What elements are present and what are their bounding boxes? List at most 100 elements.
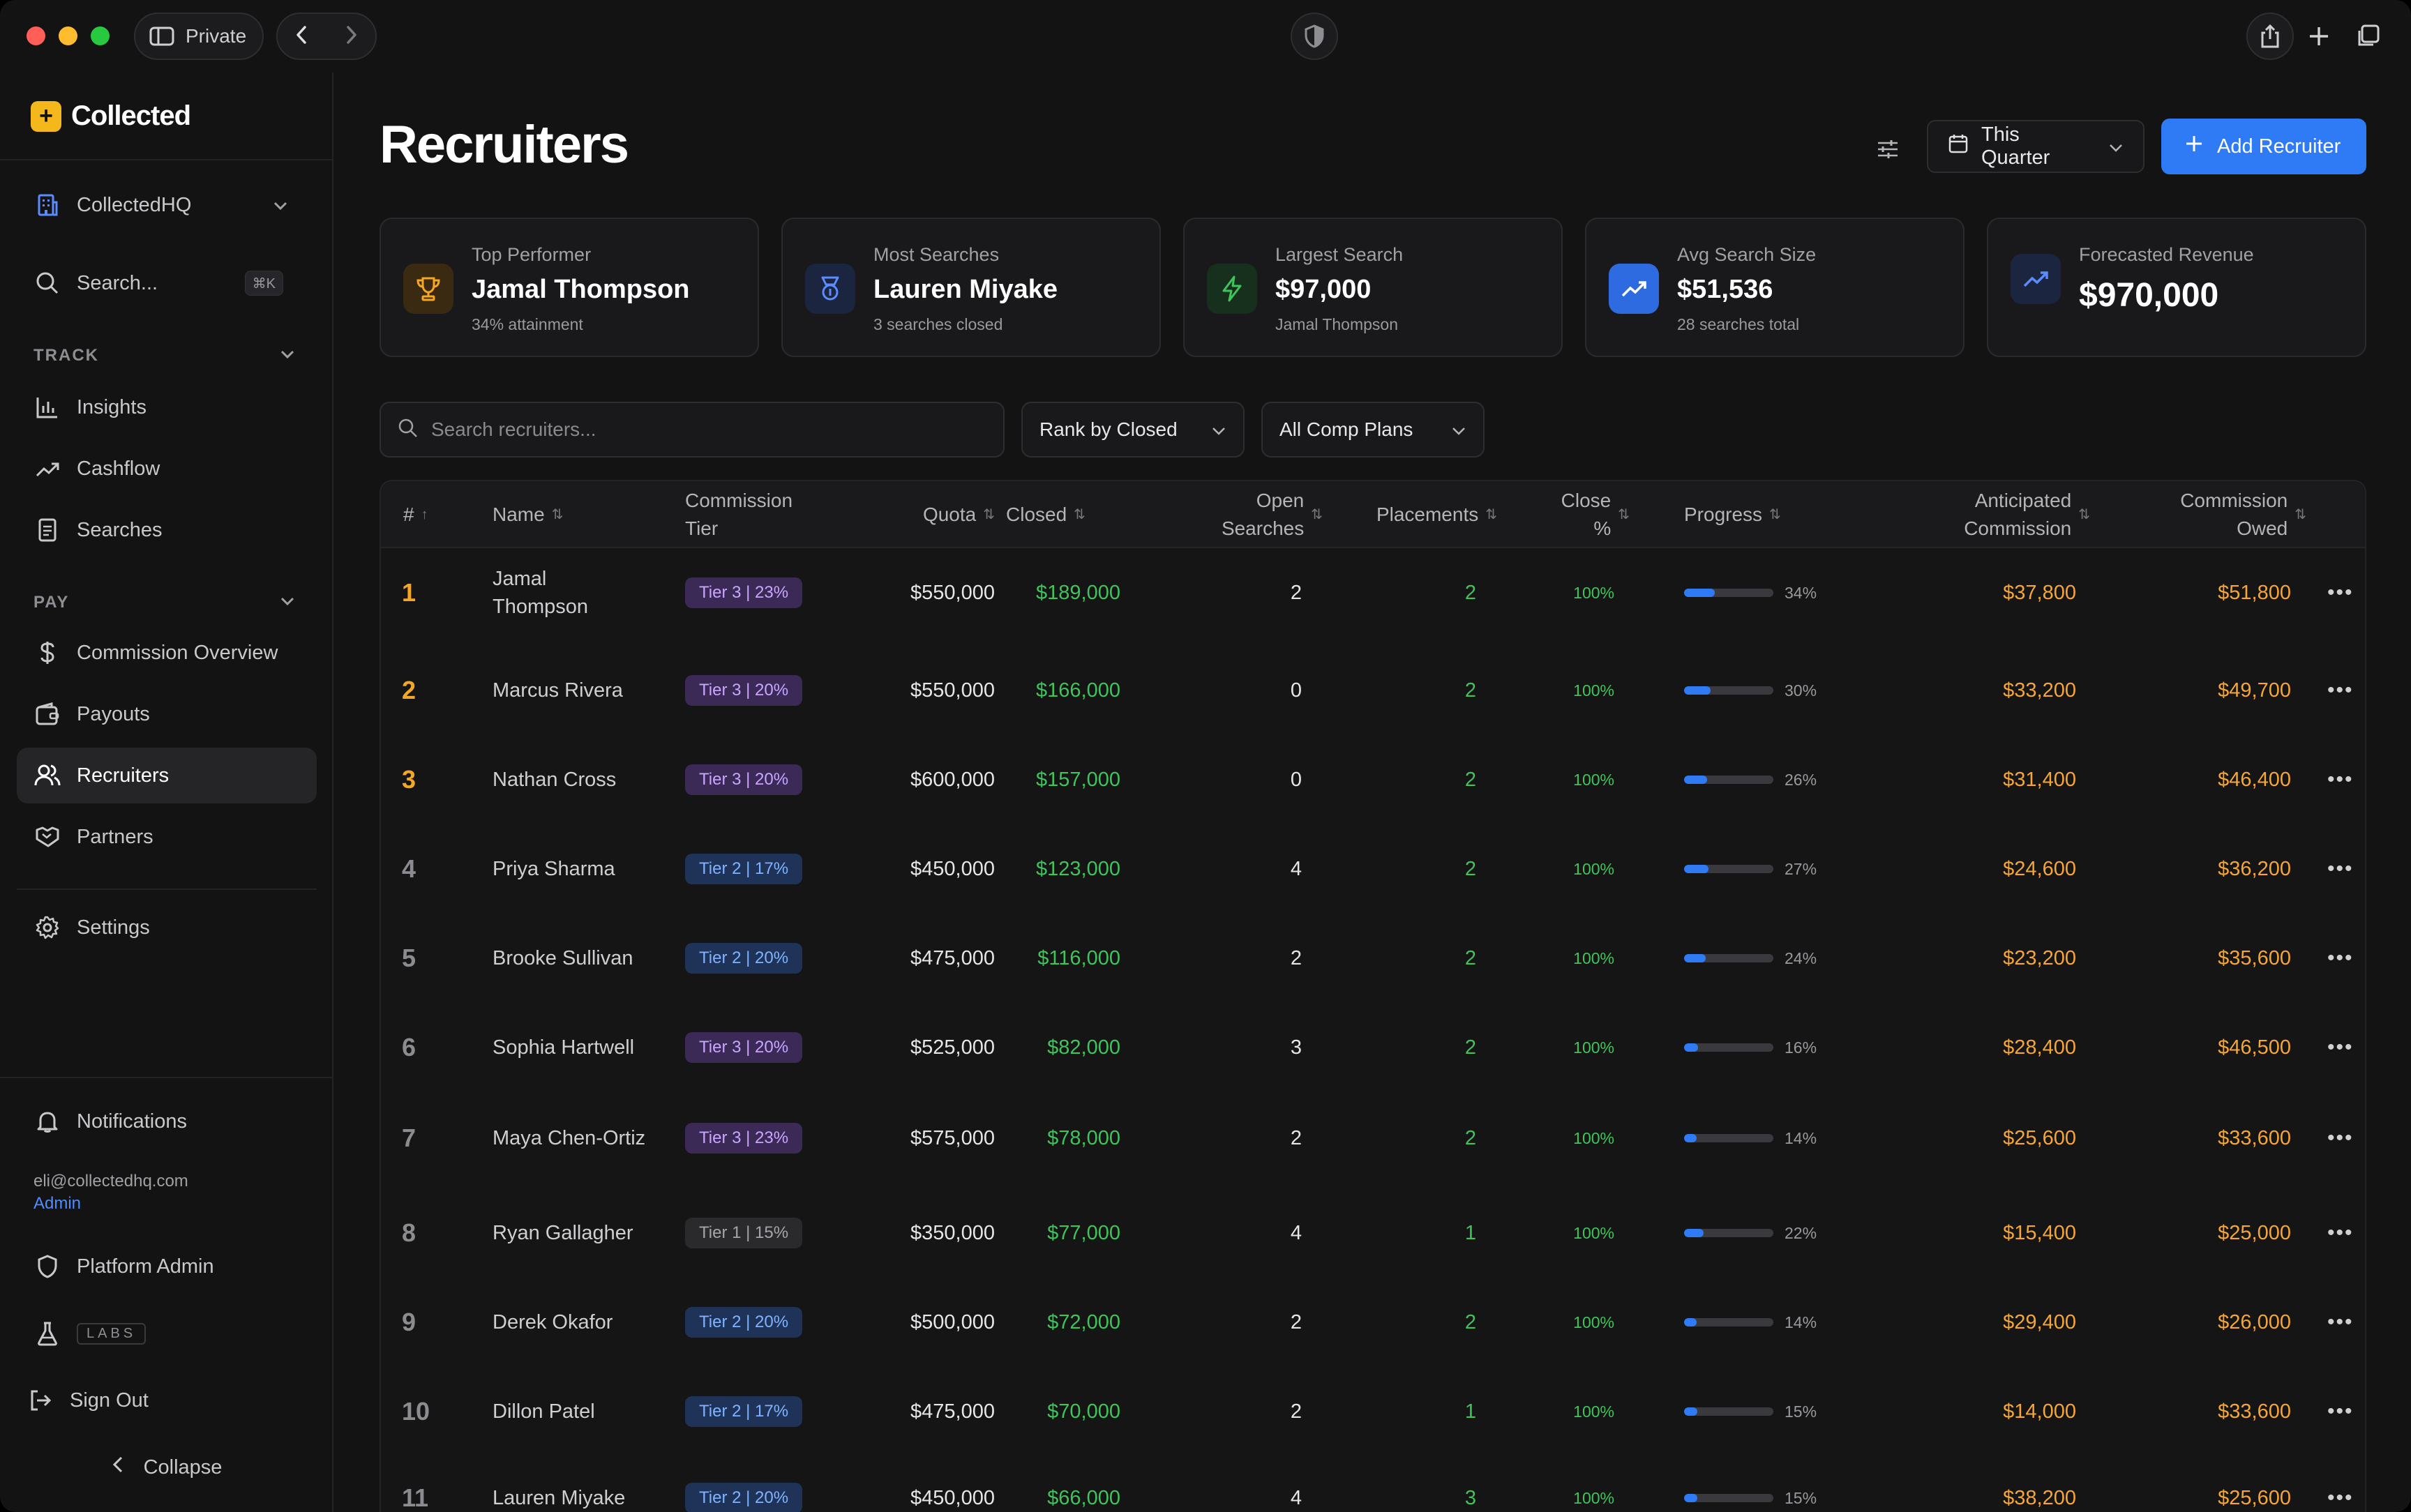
close-window-button[interactable] [27, 27, 45, 45]
sidebar-item-label: Searches [77, 518, 163, 541]
calendar-icon [1948, 133, 1969, 160]
filter-settings-icon[interactable] [1867, 128, 1909, 170]
sidebar-item-recruiters[interactable]: Recruiters [17, 748, 317, 803]
more-actions-icon[interactable]: ••• [2327, 1310, 2354, 1333]
progress-label: 22% [1785, 1224, 1817, 1242]
col-open-searches[interactable]: Open Searches ⇅ [1221, 490, 1323, 539]
col-progress[interactable]: Progress ⇅ [1684, 481, 1781, 548]
name-cell[interactable]: Sophia Hartwell [493, 1036, 635, 1059]
brand-logo[interactable]: + Collected [31, 100, 191, 132]
table-row[interactable]: 1 Jamal Thompson Tier 3 | 23% $550,000 $189,… [381, 548, 2365, 637]
more-actions-icon[interactable]: ••• [2327, 1400, 2354, 1423]
period-select[interactable]: This Quarter [1927, 120, 2145, 173]
sidebar-item-settings[interactable]: Settings [17, 900, 317, 955]
col-quota[interactable]: Quota ⇅ [855, 481, 995, 548]
table-row[interactable]: 3 Nathan Cross Tier 3 | 20% $600,000 $157,00… [381, 735, 2365, 824]
close-pct-cell: 100% [1573, 1129, 1614, 1147]
chevron-down-icon[interactable] [279, 349, 296, 363]
sort-icon: ⇅ [2294, 507, 2306, 522]
name-cell[interactable]: Marcus Rivera [493, 679, 623, 702]
sidebar-item-insights[interactable]: Insights [17, 379, 317, 435]
stat-card-largest-search[interactable]: Largest Search $97,000 Jamal Thompson [1183, 218, 1563, 357]
trophy-icon [403, 264, 453, 314]
table-row[interactable]: 5 Brooke Sullivan Tier 2 | 20% $475,000 $116… [381, 914, 2365, 1003]
collapse-button[interactable]: Collapse [17, 1439, 317, 1495]
closed-cell: $123,000 [1036, 858, 1120, 880]
anticipated-cell: $24,600 [2003, 858, 2076, 880]
name-cell[interactable]: Nathan Cross [493, 769, 617, 791]
main-content: Recruiters This Quarter Add Recruiter To… [335, 73, 2411, 1512]
search-input[interactable] [431, 418, 975, 441]
name-cell[interactable]: Maya Chen-Ortiz [493, 1127, 646, 1149]
stat-card-forecasted-revenue[interactable]: Forecasted Revenue $970,000 [1987, 218, 2366, 357]
tabs-overview-icon[interactable] [2344, 13, 2391, 60]
anticipated-cell: $15,400 [2003, 1222, 2076, 1244]
wallet-icon [33, 700, 61, 728]
sidebar-item-partners[interactable]: Partners [17, 809, 317, 865]
sidebar-item-labs[interactable]: LABS [17, 1306, 317, 1361]
more-actions-icon[interactable]: ••• [2327, 1036, 2354, 1059]
minimize-window-button[interactable] [59, 27, 77, 45]
new-tab-icon[interactable] [2295, 13, 2343, 60]
name-cell[interactable]: Lauren Miyake [493, 1487, 626, 1509]
sidebar-item-label: Cashflow [77, 457, 160, 480]
chevron-down-icon[interactable] [279, 596, 296, 610]
name-cell[interactable]: Derek Okafor [493, 1311, 613, 1333]
table-row[interactable]: 8 Ryan Gallagher Tier 1 | 15% $350,000 $77,0… [381, 1188, 2365, 1278]
col-owed[interactable]: Commission Owed ⇅ [2180, 490, 2306, 539]
stat-card-avg-search-size[interactable]: Avg Search Size $51,536 28 searches tota… [1585, 218, 1965, 357]
col-anticipated[interactable]: Anticipated Commission ⇅ [1964, 490, 2090, 539]
user-role[interactable]: Admin [33, 1194, 82, 1213]
sidebar-item-searches[interactable]: Searches [17, 502, 317, 558]
col-closed[interactable]: Closed ⇅ [1006, 481, 1086, 548]
name-cell[interactable]: Ryan Gallagher [493, 1222, 633, 1244]
quota-cell: $575,000 [910, 1127, 995, 1149]
name-cell[interactable]: Dillon Patel [493, 1400, 595, 1423]
name-cell[interactable]: Priya Sharma [493, 858, 615, 880]
logout-icon [27, 1386, 54, 1414]
more-actions-icon[interactable]: ••• [2327, 1486, 2354, 1509]
forward-icon[interactable] [341, 24, 361, 49]
sidebar-item-notifications[interactable]: Notifications [17, 1094, 317, 1149]
col-placements[interactable]: Placements ⇅ [1330, 481, 1497, 548]
sidebar-item-commission-overview[interactable]: Commission Overview [17, 625, 317, 681]
name-cell[interactable]: Jamal Thompson [493, 568, 589, 618]
col-name[interactable]: Name ⇅ [493, 481, 563, 548]
share-icon[interactable] [2246, 13, 2294, 60]
stat-card-top-performer[interactable]: Top Performer Jamal Thompson 34% attainm… [380, 218, 759, 357]
more-actions-icon[interactable]: ••• [2327, 679, 2354, 702]
table-row[interactable]: 2 Marcus Rivera Tier 3 | 20% $550,000 $166,0… [381, 646, 2365, 735]
sidebar-item-payouts[interactable]: Payouts [17, 686, 317, 742]
more-actions-icon[interactable]: ••• [2327, 1126, 2354, 1149]
sidebar-item-platform-admin[interactable]: Platform Admin [17, 1239, 317, 1294]
rank-select[interactable]: Rank by Closed [1021, 402, 1245, 458]
sidebar-toggle-private[interactable]: Private [134, 13, 264, 60]
more-actions-icon[interactable]: ••• [2327, 946, 2354, 969]
table-row[interactable]: 7 Maya Chen-Ortiz Tier 3 | 23% $575,000 $78,… [381, 1094, 2365, 1183]
more-actions-icon[interactable]: ••• [2327, 857, 2354, 880]
stat-card-most-searches[interactable]: Most Searches Lauren Miyake 3 searches c… [781, 218, 1161, 357]
col-rank[interactable]: # ↑ [403, 481, 428, 548]
sidebar-item-cashflow[interactable]: Cashflow [17, 441, 317, 497]
col-close-pct[interactable]: Close % ⇅ [1561, 490, 1630, 539]
back-icon[interactable] [292, 24, 312, 49]
zoom-window-button[interactable] [91, 27, 110, 45]
table-row[interactable]: 11 Lauren Miyake Tier 2 | 20% $450,000 $66,0… [381, 1453, 2365, 1512]
name-cell[interactable]: Brooke Sullivan [493, 947, 633, 969]
more-actions-icon[interactable]: ••• [2327, 768, 2354, 791]
table-row[interactable]: 6 Sophia Hartwell Tier 3 | 20% $525,000 $82,… [381, 1003, 2365, 1092]
more-actions-icon[interactable]: ••• [2327, 581, 2354, 604]
rank-cell: 10 [402, 1397, 430, 1426]
comp-plan-select[interactable]: All Comp Plans [1261, 402, 1485, 458]
closed-cell: $82,000 [1047, 1036, 1120, 1059]
table-row[interactable]: 10 Dillon Patel Tier 2 | 17% $475,000 $70,00… [381, 1367, 2365, 1456]
sign-out-button[interactable]: Sign Out [17, 1373, 317, 1428]
add-recruiter-button[interactable]: Add Recruiter [2161, 119, 2366, 174]
sidebar-search[interactable]: Search... ⌘K [17, 255, 317, 311]
org-switcher[interactable]: CollectedHQ [17, 177, 317, 233]
shield-icon[interactable] [1291, 13, 1338, 60]
more-actions-icon[interactable]: ••• [2327, 1221, 2354, 1244]
table-row[interactable]: 9 Derek Okafor Tier 2 | 20% $500,000 $72,000… [381, 1278, 2365, 1367]
table-row[interactable]: 4 Priya Sharma Tier 2 | 17% $450,000 $123,00… [381, 824, 2365, 914]
card-subtext: 28 searches total [1677, 315, 1800, 333]
